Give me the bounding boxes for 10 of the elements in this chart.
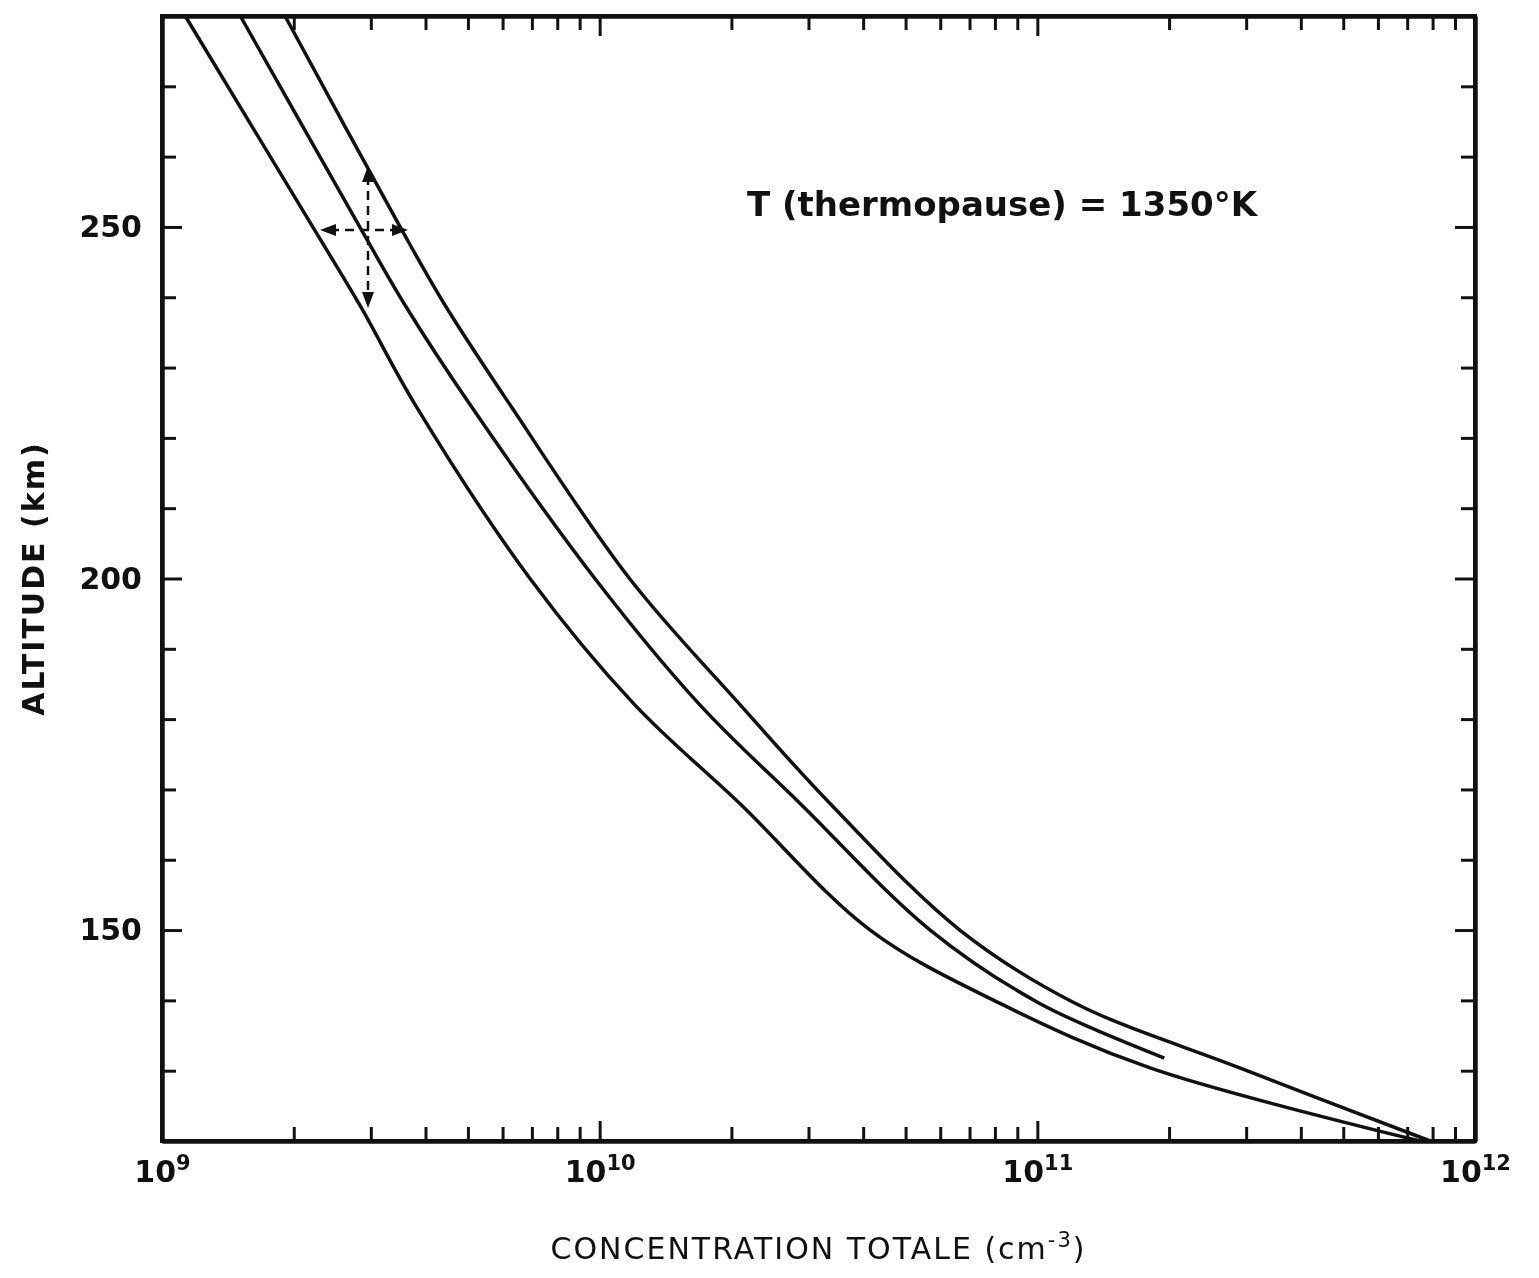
x-tick-label: 10$^{12}$ (1440, 1151, 1511, 1190)
y-tick-label: 150 (79, 912, 142, 948)
annotation: T (thermopause) = 1350°K (746, 184, 1259, 224)
x-tick-label: 10$^{9}$ (134, 1151, 191, 1190)
y-axis-title: ALTITUDE (km) (16, 441, 51, 716)
x-tick-label: 10$^{10}$ (564, 1151, 636, 1190)
x-axis-title: CONCENTRATION TOTALE (cm$^{-3}$) (550, 1228, 1087, 1266)
y-tick-label: 250 (79, 209, 142, 245)
x-tick-label: 10$^{11}$ (1002, 1151, 1074, 1190)
y-tick-label: 200 (79, 560, 142, 596)
